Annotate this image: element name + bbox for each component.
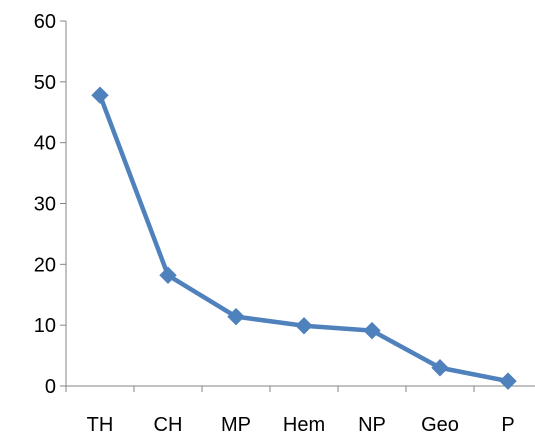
data-point-marker — [499, 372, 517, 390]
y-tick-label: 0 — [45, 376, 56, 398]
x-tick-label: NP — [358, 414, 386, 436]
x-tick-label: Hem — [283, 414, 325, 436]
y-tick-label: 30 — [34, 194, 56, 216]
data-point-marker — [431, 359, 449, 377]
y-tick-label: 10 — [34, 315, 56, 337]
data-point-marker — [227, 307, 245, 326]
y-tick-label: 20 — [34, 254, 56, 276]
x-tick-label: P — [501, 414, 514, 436]
data-point-marker — [295, 317, 313, 335]
series-line — [97, 92, 511, 384]
y-axis: 0 10 20 30 40 50 60 — [34, 11, 67, 398]
data-point-marker — [91, 86, 109, 104]
y-tick-label: 60 — [34, 11, 56, 33]
data-point-marker — [159, 266, 177, 284]
x-tick-label: Geo — [421, 414, 459, 436]
x-axis: TH CH MP Hem NP Geo P — [65, 385, 535, 436]
x-tick-label: CH — [154, 414, 183, 436]
x-tick-label: MP — [221, 414, 251, 436]
y-tick-label: 40 — [34, 133, 56, 155]
data-point-marker — [363, 321, 381, 340]
x-tick-label: TH — [87, 414, 114, 436]
y-tick-label: 50 — [34, 72, 56, 94]
series — [91, 86, 517, 390]
